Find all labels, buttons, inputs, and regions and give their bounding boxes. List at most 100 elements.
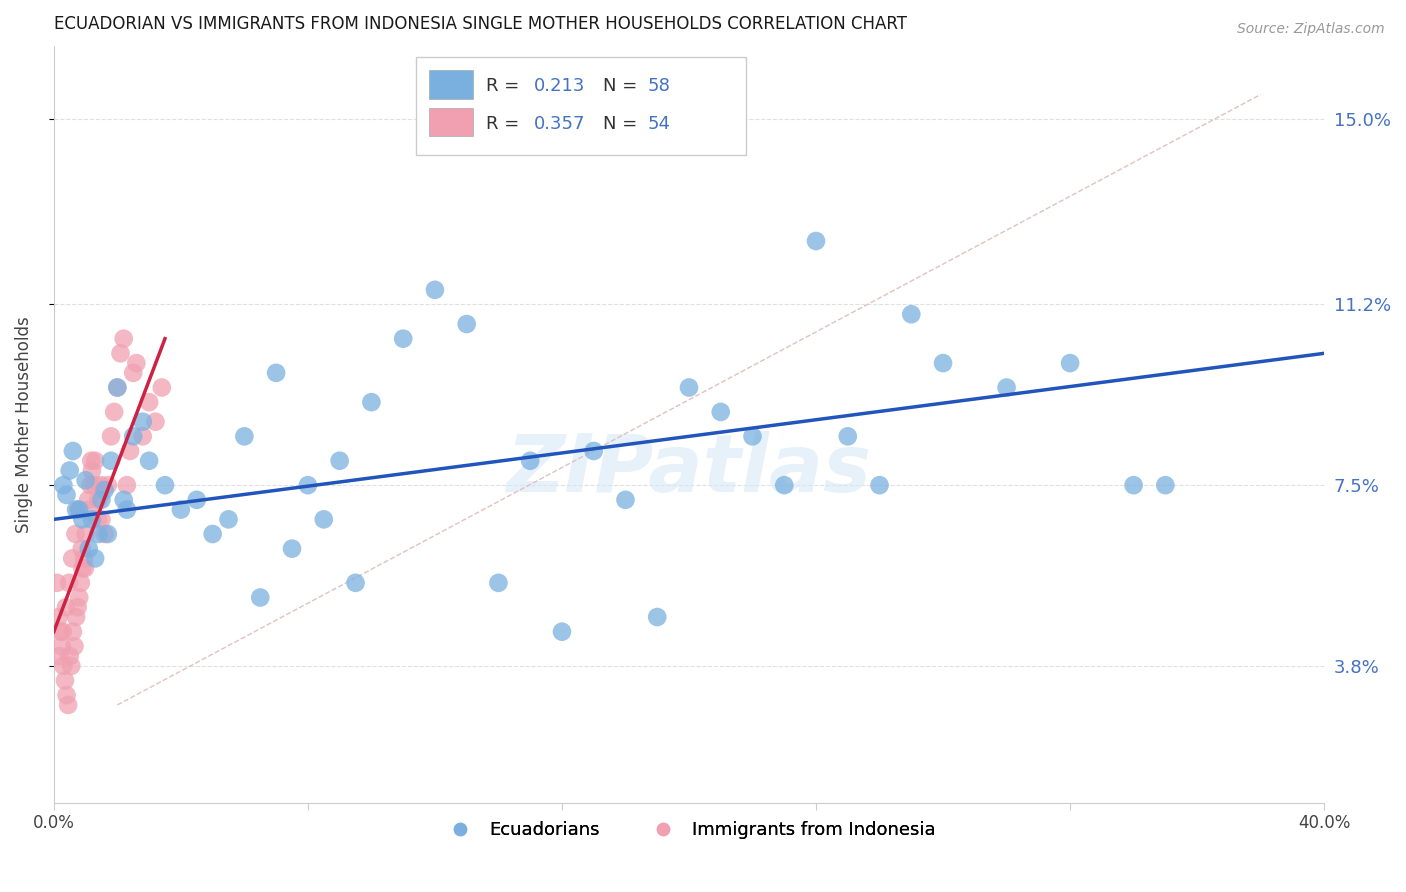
Point [56, 698, 79, 712]
Point [392, 332, 415, 346]
Point [62, 444, 84, 458]
Point [51, 640, 73, 654]
Point [73, 551, 96, 566]
Point [710, 405, 733, 419]
Point [52, 658, 75, 673]
Point [932, 356, 955, 370]
Point [132, 429, 155, 443]
Point [110, 346, 132, 360]
Point [59, 463, 82, 477]
Point [582, 444, 605, 458]
Point [80, 463, 103, 477]
Point [66, 600, 89, 615]
Point [48, 610, 70, 624]
Point [97, 478, 120, 492]
Text: R =: R = [485, 115, 524, 133]
Point [170, 502, 193, 516]
Point [65, 610, 87, 624]
Point [105, 380, 128, 394]
Point [869, 478, 891, 492]
Point [55, 600, 77, 615]
Point [122, 366, 145, 380]
Point [153, 478, 176, 492]
Legend: Ecuadorians, Immigrants from Indonesia: Ecuadorians, Immigrants from Indonesia [436, 814, 943, 847]
Point [837, 429, 859, 443]
Point [138, 395, 160, 409]
Point [201, 527, 224, 541]
Point [519, 454, 541, 468]
Point [804, 234, 827, 248]
Point [63, 640, 86, 654]
Point [80, 454, 103, 468]
Point [100, 454, 122, 468]
Point [312, 512, 335, 526]
Point [93, 527, 115, 541]
Point [67, 591, 90, 605]
Point [70, 541, 93, 556]
Point [86, 512, 108, 526]
Point [67, 502, 90, 516]
Point [105, 380, 128, 394]
Text: N =: N = [603, 77, 643, 95]
FancyBboxPatch shape [416, 57, 747, 155]
Point [65, 527, 87, 541]
Text: 54: 54 [647, 115, 671, 133]
Point [741, 429, 763, 443]
Point [77, 541, 100, 556]
Point [614, 492, 637, 507]
Point [62, 624, 84, 639]
Point [60, 658, 83, 673]
Text: R =: R = [485, 77, 524, 95]
Point [75, 473, 97, 487]
Point [48, 649, 70, 664]
Point [93, 483, 115, 497]
Point [1122, 478, 1144, 492]
Point [55, 488, 77, 502]
Point [90, 492, 112, 507]
Point [138, 454, 160, 468]
Point [122, 429, 145, 443]
Point [678, 380, 700, 394]
Point [97, 527, 120, 541]
Point [75, 527, 97, 541]
Point [115, 478, 138, 492]
Point [72, 561, 94, 575]
Point [297, 478, 319, 492]
Point [551, 624, 574, 639]
Point [281, 541, 304, 556]
Point [49, 624, 72, 639]
Point [249, 591, 271, 605]
Text: 0.357: 0.357 [534, 115, 585, 133]
Point [52, 624, 75, 639]
Point [423, 283, 446, 297]
Point [60, 551, 83, 566]
Point [53, 673, 76, 688]
Point [773, 478, 796, 492]
Point [125, 356, 148, 370]
FancyBboxPatch shape [429, 108, 472, 136]
Y-axis label: Single Mother Households: Single Mother Households [15, 316, 32, 533]
Point [329, 454, 352, 468]
Point [46, 575, 69, 590]
Point [456, 317, 478, 331]
Point [55, 688, 77, 702]
Point [233, 429, 256, 443]
Point [80, 512, 103, 526]
Point [344, 575, 367, 590]
Point [995, 380, 1018, 394]
Point [115, 502, 138, 516]
Point [103, 405, 125, 419]
Point [69, 575, 91, 590]
Point [186, 492, 208, 507]
FancyBboxPatch shape [429, 70, 472, 99]
Point [87, 527, 110, 541]
Point [100, 429, 122, 443]
Point [1154, 478, 1177, 492]
Text: N =: N = [603, 115, 643, 133]
Point [73, 561, 96, 575]
Text: Source: ZipAtlas.com: Source: ZipAtlas.com [1237, 22, 1385, 37]
Point [900, 307, 922, 321]
Point [83, 478, 105, 492]
Point [77, 492, 100, 507]
Point [59, 649, 82, 664]
